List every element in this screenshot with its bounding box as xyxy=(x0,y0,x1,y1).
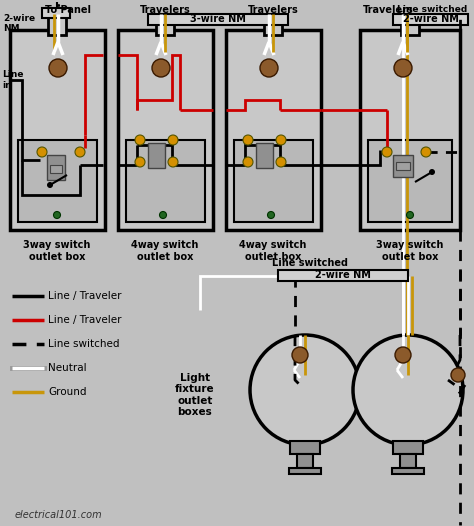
Text: Line
in: Line in xyxy=(2,70,24,90)
Circle shape xyxy=(135,135,145,145)
FancyBboxPatch shape xyxy=(118,30,213,230)
Text: Ground: Ground xyxy=(48,387,86,397)
Bar xyxy=(290,441,320,454)
Text: 4way switch
outlet box: 4way switch outlet box xyxy=(239,240,307,261)
Circle shape xyxy=(276,157,286,167)
Bar xyxy=(48,15,66,35)
Text: Line switched: Line switched xyxy=(272,258,348,268)
Bar xyxy=(42,8,70,18)
Circle shape xyxy=(382,147,392,157)
Text: 2-wire NM: 2-wire NM xyxy=(315,270,371,280)
Bar xyxy=(148,143,165,168)
Text: electrical101.com: electrical101.com xyxy=(15,510,103,520)
Text: 2-wire
NM: 2-wire NM xyxy=(3,14,35,33)
FancyBboxPatch shape xyxy=(234,140,313,222)
Text: Line switched: Line switched xyxy=(48,339,119,349)
Circle shape xyxy=(159,211,166,218)
Bar xyxy=(264,15,282,35)
Bar xyxy=(401,15,419,35)
Circle shape xyxy=(49,59,67,77)
Bar xyxy=(156,15,174,35)
Circle shape xyxy=(152,59,170,77)
Circle shape xyxy=(421,147,431,157)
Circle shape xyxy=(135,157,145,167)
Text: Line switched: Line switched xyxy=(397,5,467,14)
Text: Light
fixture
outlet
boxes: Light fixture outlet boxes xyxy=(175,372,215,418)
Bar xyxy=(393,14,468,25)
FancyBboxPatch shape xyxy=(360,30,460,230)
Bar xyxy=(278,270,408,281)
Text: 3way switch
outlet box: 3way switch outlet box xyxy=(376,240,444,261)
Bar xyxy=(148,14,288,25)
Circle shape xyxy=(168,135,178,145)
FancyBboxPatch shape xyxy=(10,30,105,230)
Text: Neutral: Neutral xyxy=(48,363,87,373)
Bar xyxy=(256,143,273,168)
Text: 3-wire NM: 3-wire NM xyxy=(190,15,246,25)
Text: Line / Traveler: Line / Traveler xyxy=(48,315,121,325)
Bar xyxy=(400,454,416,468)
Circle shape xyxy=(395,347,411,363)
Circle shape xyxy=(353,335,463,445)
Circle shape xyxy=(407,211,413,218)
Circle shape xyxy=(429,169,435,175)
Bar xyxy=(289,468,321,474)
FancyBboxPatch shape xyxy=(226,30,321,230)
Bar xyxy=(396,162,410,170)
Circle shape xyxy=(243,135,253,145)
Text: 2-wire NM: 2-wire NM xyxy=(402,15,458,25)
Circle shape xyxy=(260,59,278,77)
Circle shape xyxy=(451,368,465,382)
Text: Line / Traveler: Line / Traveler xyxy=(48,291,121,301)
FancyBboxPatch shape xyxy=(18,140,97,222)
Bar xyxy=(297,454,313,468)
Circle shape xyxy=(394,59,412,77)
Circle shape xyxy=(267,211,274,218)
Text: To Panel: To Panel xyxy=(45,5,91,15)
Text: Travelers: Travelers xyxy=(363,5,413,15)
FancyBboxPatch shape xyxy=(368,140,452,222)
Text: Travelers: Travelers xyxy=(247,5,298,15)
Circle shape xyxy=(243,157,253,167)
Bar xyxy=(393,441,423,454)
Circle shape xyxy=(250,335,360,445)
FancyBboxPatch shape xyxy=(126,140,205,222)
Circle shape xyxy=(54,211,61,218)
Bar xyxy=(393,155,413,177)
Circle shape xyxy=(37,147,47,157)
Text: 3way switch
outlet box: 3way switch outlet box xyxy=(23,240,91,261)
Text: Travelers: Travelers xyxy=(140,5,191,15)
Bar xyxy=(50,165,62,173)
Circle shape xyxy=(168,157,178,167)
Circle shape xyxy=(75,147,85,157)
Circle shape xyxy=(47,182,53,188)
Bar xyxy=(47,155,65,180)
Circle shape xyxy=(276,135,286,145)
Text: 4way switch
outlet box: 4way switch outlet box xyxy=(131,240,199,261)
Circle shape xyxy=(292,347,308,363)
Bar xyxy=(392,468,424,474)
